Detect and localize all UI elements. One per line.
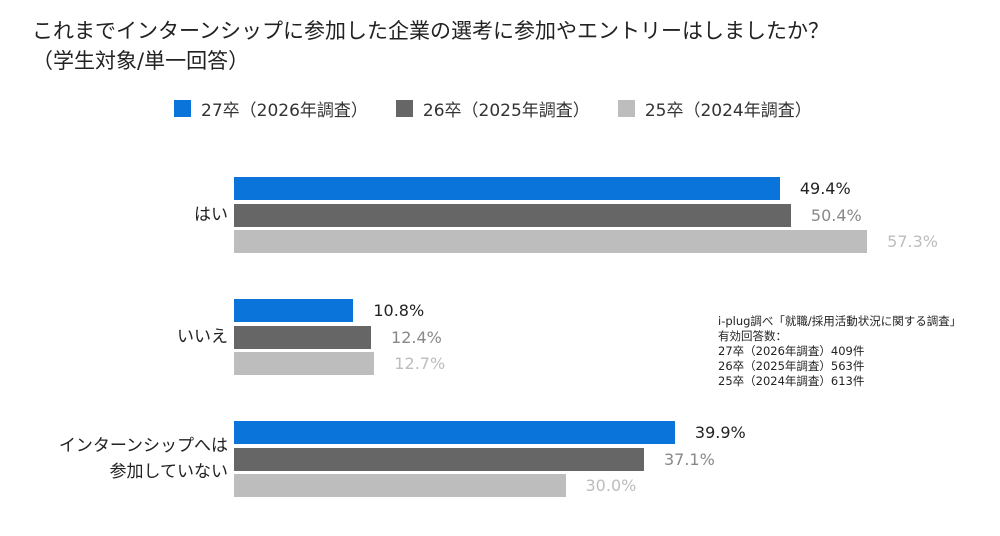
note-line: 26卒（2025年調査）563件 — [718, 359, 865, 373]
category-label: インターンシップへは参加していない — [59, 433, 228, 485]
data-label-26: 50.4% — [810, 205, 862, 225]
legend-label-25: 25卒（2024年調査） — [644, 101, 812, 121]
bar-25 — [234, 474, 566, 497]
chart-subtitle: （学生対象/単一回答） — [32, 49, 250, 73]
note-line: 27卒（2026年調査）409件 — [718, 344, 865, 358]
note-line: 25卒（2024年調査）613件 — [718, 374, 865, 388]
category-label: いいえ — [177, 324, 228, 350]
data-label-27: 39.9% — [694, 423, 746, 442]
bar-27 — [234, 421, 675, 444]
data-label-25: 57.3% — [887, 232, 938, 251]
legend: 27卒（2026年調査） 26卒（2025年調査） 25卒（2024年調査） — [174, 96, 840, 121]
data-label-27: 49.4% — [799, 179, 851, 198]
legend-item-27: 27卒（2026年調査） — [174, 96, 368, 121]
category-label: はい — [194, 202, 228, 228]
category-label-line: 参加していない — [109, 462, 229, 483]
legend-item-25: 25卒（2024年調査） — [617, 96, 812, 121]
legend-swatch-27 — [174, 100, 191, 117]
category-label-line: インターンシップへは — [58, 436, 228, 457]
category-label-line: はい — [194, 205, 228, 226]
chart-title-block: これまでインターンシップに参加した企業の選考に参加やエントリーはしましたか？ （… — [32, 16, 952, 76]
bar-27 — [234, 177, 780, 200]
bar-25 — [234, 230, 868, 253]
bar-27 — [234, 299, 354, 322]
legend-item-26: 26卒（2025年調査） — [395, 96, 590, 121]
legend-swatch-25 — [617, 100, 635, 117]
note-line: i-plug調べ「就職/採用活動状況に関する調査」 — [718, 314, 962, 328]
legend-label-26: 26卒（2025年調査） — [422, 101, 590, 121]
bar-26 — [234, 325, 372, 349]
chart-title: これまでインターンシップに参加した企業の選考に参加やエントリーはしましたか？ — [32, 19, 829, 43]
data-label-27: 10.8% — [373, 301, 425, 320]
note-line: 有効回答数： — [718, 329, 787, 343]
data-label-26: 37.1% — [663, 449, 715, 469]
category-label-line: いいえ — [177, 327, 228, 348]
legend-label-27: 27卒（2026年調査） — [201, 101, 368, 121]
data-label-25: 12.7% — [394, 354, 446, 373]
data-label-26: 12.4% — [391, 327, 442, 347]
legend-swatch-26 — [395, 100, 413, 117]
data-label-25: 30.0% — [585, 476, 637, 495]
source-note: i-plug調べ「就職/採用活動状況に関する調査」 有効回答数： 27卒（202… — [718, 314, 961, 389]
bar-25 — [234, 352, 375, 375]
bar-26 — [234, 447, 644, 471]
bar-26 — [234, 203, 791, 227]
